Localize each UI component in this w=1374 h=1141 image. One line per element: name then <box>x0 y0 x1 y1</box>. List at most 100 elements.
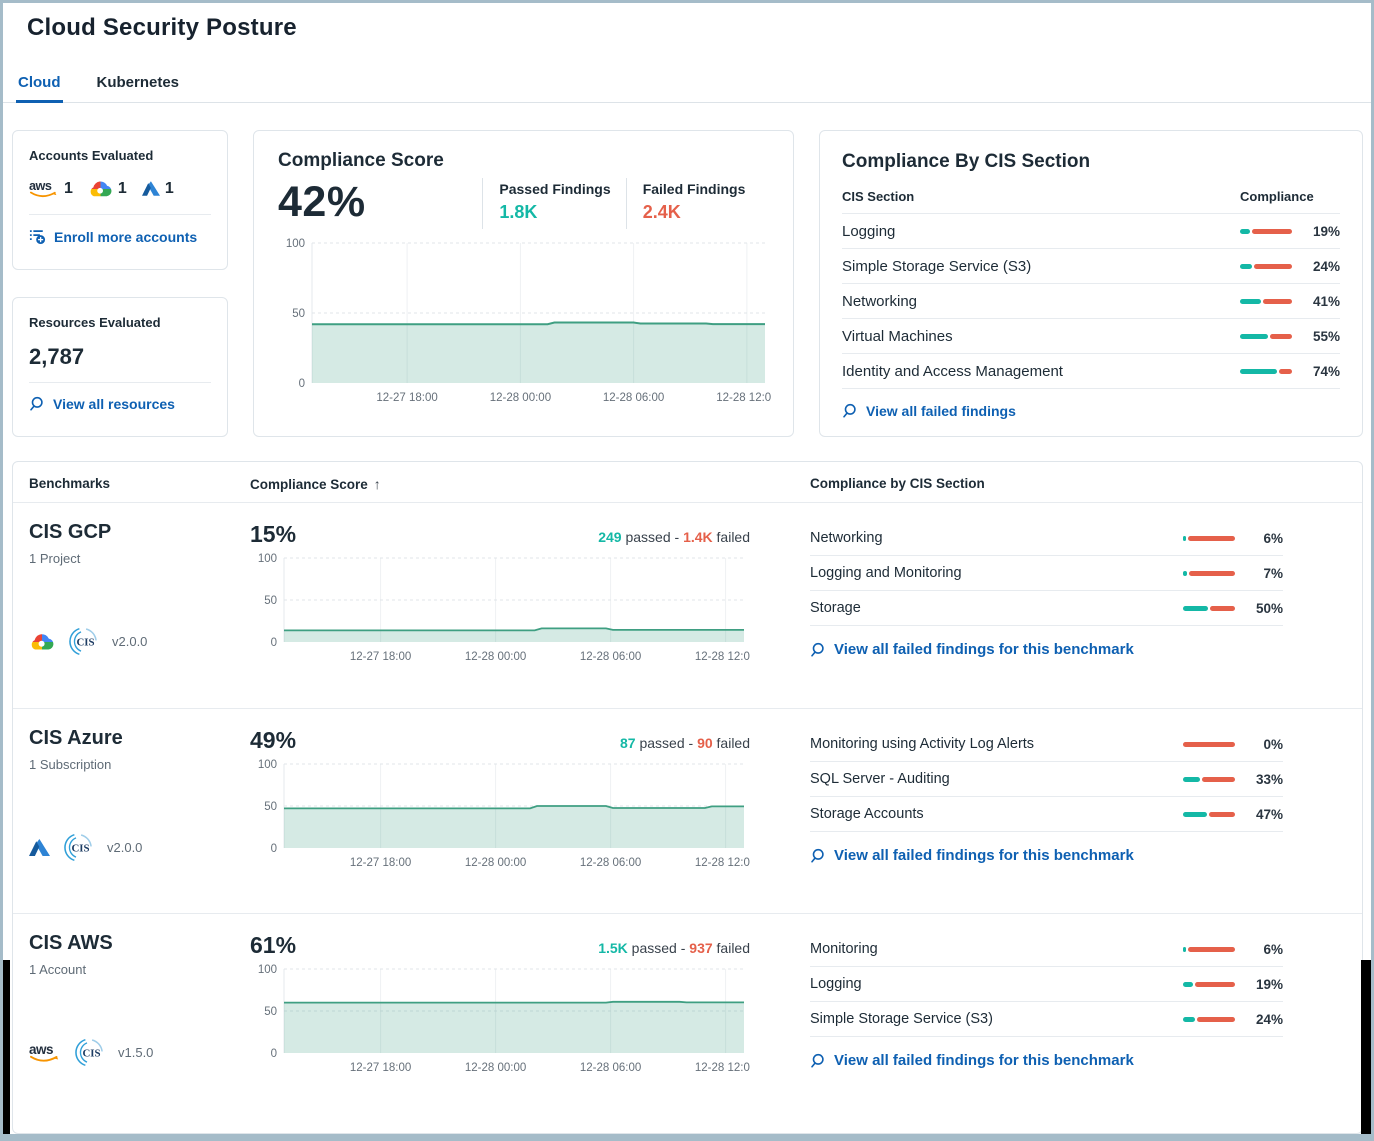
svg-text:12-28 06:00: 12-28 06:00 <box>603 392 664 404</box>
tab-bar: Cloud Kubernetes <box>0 66 1374 103</box>
cis-section-row[interactable]: Identity and Access Management 74% <box>842 354 1340 389</box>
benchmark-section-row[interactable]: Simple Storage Service (S3) 24% <box>810 1002 1283 1037</box>
enroll-more-accounts-label: Enroll more accounts <box>54 228 198 245</box>
svg-text:12-27 18:00: 12-27 18:00 <box>350 1062 411 1074</box>
benchmark-section-row[interactable]: Logging and Monitoring 7% <box>810 556 1283 591</box>
compliance-bar <box>1183 811 1235 817</box>
view-all-resources-link[interactable]: View all resources <box>29 396 175 412</box>
cis-logo-icon: CIS <box>68 626 99 657</box>
cis-section-compliance-pct: 55% <box>1312 328 1340 344</box>
cis-section-row[interactable]: Simple Storage Service (S3) 24% <box>842 249 1340 284</box>
cis-section-row[interactable]: Networking 41% <box>842 284 1340 319</box>
accounts-evaluated-title: Accounts Evaluated <box>29 148 154 163</box>
cis-logo-icon: CIS <box>74 1037 105 1068</box>
benchmark-section-row[interactable]: Monitoring 6% <box>810 932 1283 967</box>
benchmark-cis-sections: Monitoring 6% Logging 19% Simple Storage Ser… <box>810 932 1338 1129</box>
benchmarks-table: Benchmarks Compliance Score ↑ Compliance … <box>12 461 1363 1134</box>
svg-text:12-28 12:00: 12-28 12:00 <box>695 857 750 869</box>
cis-section-row[interactable]: Logging 19% <box>842 214 1340 249</box>
view-failed-findings-benchmark-label: View all failed findings for this benchm… <box>834 847 1134 864</box>
benchmark-section-row[interactable]: SQL Server - Auditing 33% <box>810 762 1283 797</box>
benchmark-info: CIS GCP 1 Project CIS v2.0.0 <box>29 521 250 708</box>
compliance-by-cis-section-title: Compliance By CIS Section <box>842 151 1091 172</box>
compliance-column-header: Compliance <box>1240 189 1314 204</box>
view-failed-findings-benchmark-link[interactable]: View all failed findings for this benchm… <box>810 1052 1134 1069</box>
benchmark-score: 61% <box>250 932 297 958</box>
benchmark-name: CIS AWS <box>29 932 113 954</box>
compliance-score-card: Compliance Score 42% Passed Findings 1.8… <box>253 130 794 437</box>
benchmark-trend-chart: 12-27 18:00 12-28 00:00 12-28 06:00 12-28 1… <box>250 758 810 879</box>
aws-logo-icon: aws <box>29 1042 61 1063</box>
svg-text:12-27 18:00: 12-27 18:00 <box>350 857 411 869</box>
section-compliance-pct: 6% <box>1263 530 1283 546</box>
benchmark-logos: CIS v2.0.0 <box>29 626 250 657</box>
divider <box>29 382 211 383</box>
cis-section-column-header: CIS Section <box>842 189 915 204</box>
benchmark-logos: CIS v2.0.0 <box>29 832 250 863</box>
benchmark-score-column: 15% 249 passed - 1.4K failed 12-27 18:00 12… <box>250 521 810 708</box>
benchmark-section-row[interactable]: Storage 50% <box>810 591 1283 626</box>
cis-section-row[interactable]: Virtual Machines 55% <box>842 319 1340 354</box>
azure-logo-icon <box>141 181 160 196</box>
left-summary-column: Accounts Evaluated aws 1 1 1 Enroll more ac… <box>12 130 228 437</box>
svg-text:12-28 12:00: 12-28 12:00 <box>716 392 771 404</box>
section-compliance-pct: 7% <box>1263 565 1283 581</box>
search-icon <box>810 642 826 658</box>
cis-section-name: Identity and Access Management <box>842 362 1063 380</box>
gcp-logo-icon <box>88 179 113 199</box>
cis-section-compliance-pct: 24% <box>1312 258 1340 274</box>
benchmark-section-row[interactable]: Storage Accounts 47% <box>810 797 1283 832</box>
azure-logo-icon <box>29 839 50 856</box>
svg-text:aws: aws <box>29 1042 53 1057</box>
compliance-trend-chart: 12-27 18:00 12-28 00:00 12-28 06:00 12-28 1… <box>278 233 778 414</box>
tab-kubernetes[interactable]: Kubernetes <box>96 74 180 91</box>
view-failed-findings-benchmark-label: View all failed findings for this benchm… <box>834 641 1134 658</box>
resources-evaluated-title: Resources Evaluated <box>29 315 161 330</box>
tab-cloud[interactable]: Cloud <box>16 66 63 103</box>
accounts-evaluated-card: Accounts Evaluated aws 1 1 1 Enroll more ac… <box>12 130 228 270</box>
gcp-logo-icon <box>29 632 55 652</box>
compliance-bar <box>1240 263 1292 269</box>
benchmark-section-row[interactable]: Networking 6% <box>810 521 1283 556</box>
svg-text:50: 50 <box>292 308 305 320</box>
benchmark-row-azure: CIS Azure 1 Subscription CIS v2.0.0 49% 87 pa… <box>13 708 1362 913</box>
enroll-more-accounts-link[interactable]: Enroll more accounts <box>29 228 197 245</box>
benchmark-version: v2.0.0 <box>112 634 148 649</box>
svg-text:12-28 06:00: 12-28 06:00 <box>580 1062 641 1074</box>
benchmark-scope: 1 Account <box>29 962 87 977</box>
benchmark-section-row[interactable]: Monitoring using Activity Log Alerts 0% <box>810 727 1283 762</box>
compliance-bar <box>1240 368 1292 374</box>
cis-section-name: Virtual Machines <box>842 327 953 345</box>
view-failed-findings-benchmark-link[interactable]: View all failed findings for this benchm… <box>810 641 1134 658</box>
section-name: Storage Accounts <box>810 806 924 822</box>
section-name: SQL Server - Auditing <box>810 771 950 787</box>
svg-text:12-28 00:00: 12-28 00:00 <box>465 857 526 869</box>
search-icon <box>29 396 45 412</box>
view-failed-findings-benchmark-link[interactable]: View all failed findings for this benchm… <box>810 847 1134 864</box>
screen-edge-black-right <box>1361 960 1371 1134</box>
section-compliance-pct: 24% <box>1255 1011 1283 1027</box>
benchmark-score-column: 61% 1.5K passed - 937 failed 12-27 18:00 12… <box>250 932 810 1129</box>
benchmark-name: CIS GCP <box>29 521 112 543</box>
provider-account-count: 1 <box>164 179 174 197</box>
benchmarks-table-header: Benchmarks Compliance Score ↑ Compliance … <box>13 462 1362 503</box>
compliance-bar <box>1240 298 1292 304</box>
benchmark-score-column: 49% 87 passed - 90 failed 12-27 18:00 12-28… <box>250 727 810 913</box>
benchmark-info: CIS Azure 1 Subscription CIS v2.0.0 <box>29 727 250 913</box>
section-name: Logging <box>810 976 862 992</box>
view-all-failed-findings-link[interactable]: View all failed findings <box>842 403 1016 419</box>
compliance-score-column-header[interactable]: Compliance Score ↑ <box>250 476 381 492</box>
benchmark-scope: 1 Subscription <box>29 757 112 772</box>
summary-row: Accounts Evaluated aws 1 1 1 Enroll more ac… <box>0 103 1374 437</box>
compliance-bar <box>1240 228 1292 234</box>
provider-account-count: 1 <box>117 179 127 197</box>
section-compliance-pct: 6% <box>1263 941 1283 957</box>
aws-logo-icon: aws <box>29 178 59 199</box>
benchmark-trend-chart: 12-27 18:00 12-28 00:00 12-28 06:00 12-28 1… <box>250 963 810 1084</box>
benchmark-section-row[interactable]: Logging 19% <box>810 967 1283 1002</box>
benchmarks-column-header: Benchmarks <box>29 476 111 491</box>
benchmark-rows: CIS GCP 1 Project CIS v2.0.0 15% 249 passed -… <box>13 503 1362 1129</box>
provider-count-azure: 1 <box>141 179 174 198</box>
passed-findings-stat: Passed Findings 1.8K <box>482 178 625 229</box>
svg-text:12-28 12:00: 12-28 12:00 <box>695 1062 750 1074</box>
